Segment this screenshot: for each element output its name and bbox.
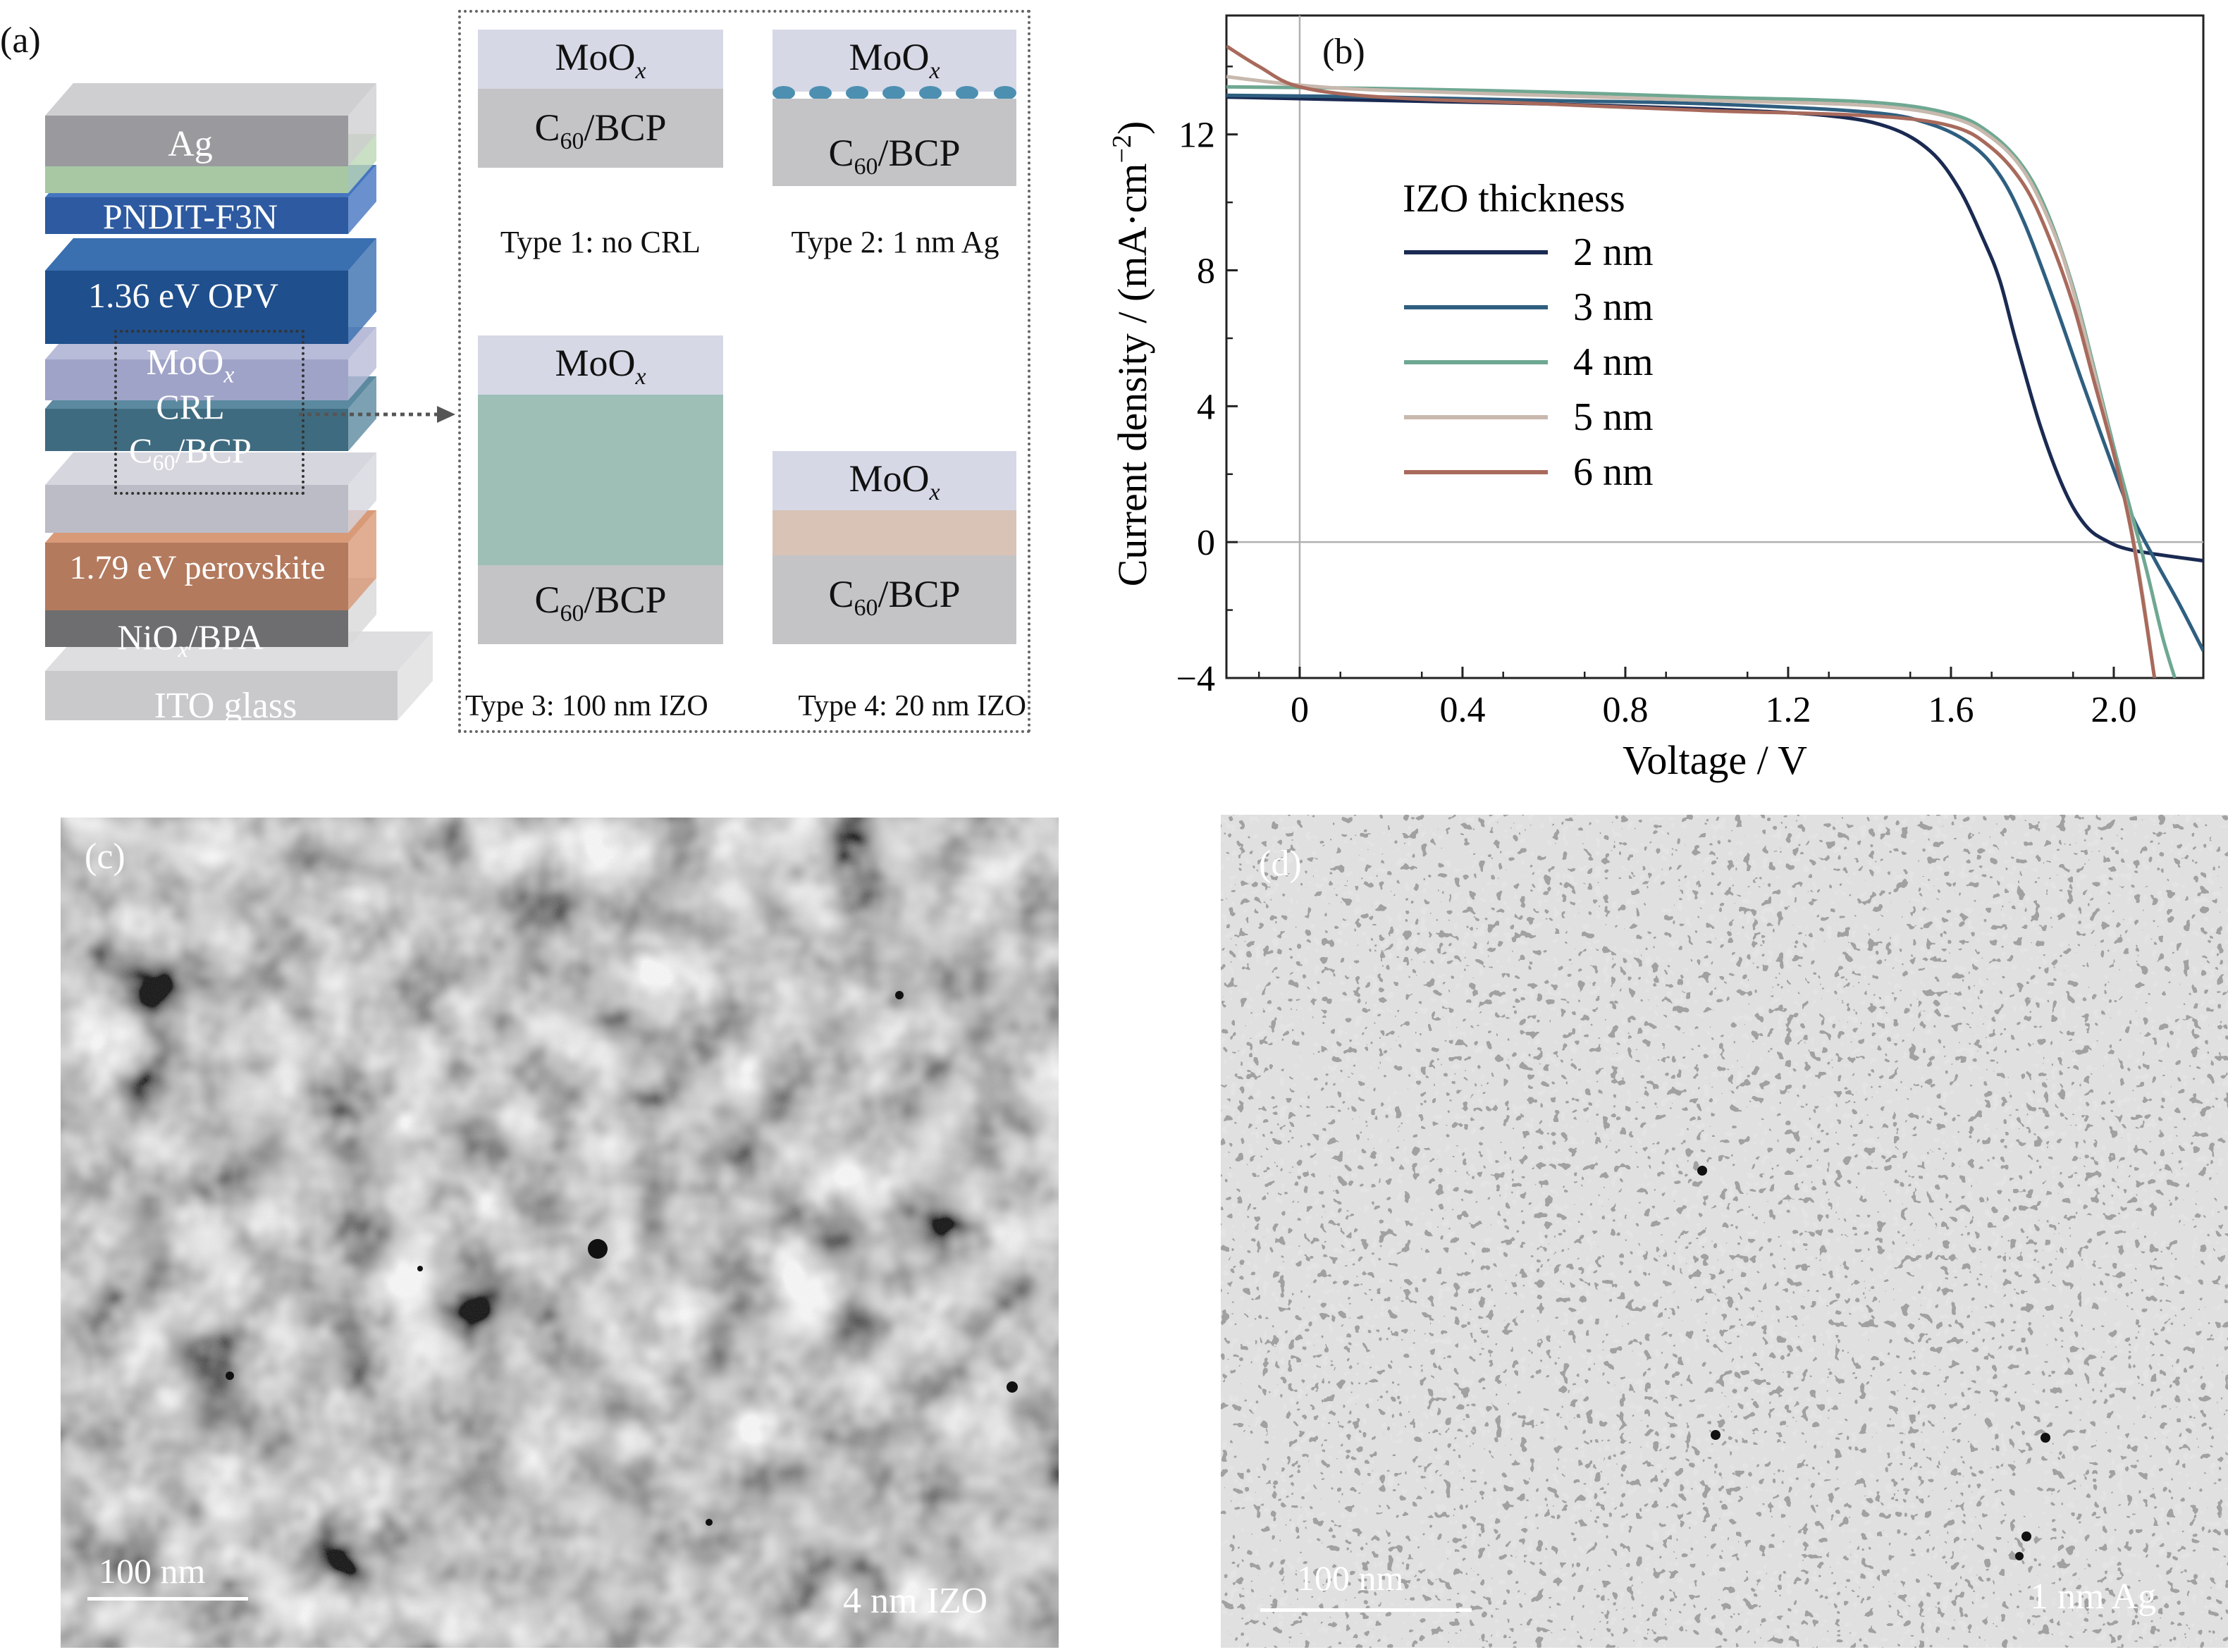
type3-izo-layer — [478, 395, 723, 565]
type3-caption: Type 3: 100 nm IZO — [465, 690, 708, 722]
layer-label-c60bcp: C60/BCP — [129, 431, 252, 475]
series-line-5nm — [1226, 75, 2157, 678]
layer-label-ito: ITO glass — [154, 686, 297, 726]
type4-moox-layer — [773, 451, 1016, 510]
layer-label-opv: 1.36 eV OPV — [88, 276, 278, 315]
type1-c60bcp-label: C60/BCP — [534, 106, 667, 154]
sem-image-ag — [1221, 815, 2228, 1648]
panel-a-label: (a) — [0, 20, 41, 61]
panel-d-scalebar-text: 100 nm — [1297, 1558, 1404, 1598]
y-tick-label: −4 — [1176, 659, 1215, 699]
type2-c60bcp-label: C60/BCP — [828, 132, 961, 180]
panel-c-scalebar — [87, 1597, 248, 1601]
layer-label-pndit: PNDIT-F3N — [102, 197, 278, 236]
layer-label-moox: MoOx — [146, 343, 235, 388]
legend-entry: 4 nm — [1573, 340, 1654, 384]
layer-label-nio: NiOx/BPA — [117, 617, 264, 662]
sem-image-izo — [61, 818, 1059, 1648]
type2-caption: Type 2: 1 nm Ag — [791, 225, 999, 259]
jv-chart: 0 0.4 0.8 1.2 1.6 2.0 −4 0 4 8 12 Voltage / V Curren… — [1107, 14, 2205, 783]
legend-entry: 6 nm — [1573, 450, 1654, 494]
y-axis-label: Current density / (mA·cm−2) — [1107, 121, 1155, 587]
type1-moox-layer — [478, 30, 723, 89]
x-tick-label: 1.6 — [1928, 690, 1974, 730]
legend-entry: 5 nm — [1573, 395, 1654, 439]
type2-ag-nanoparticles — [773, 86, 1016, 100]
panel-d-caption: 1 nm Ag — [2030, 1577, 2157, 1617]
panel-d-label: (d) — [1259, 844, 1302, 884]
x-tick-label: 1.2 — [1765, 690, 1811, 730]
y-tick-label: 4 — [1197, 387, 1215, 427]
x-axis-label: Voltage / V — [1623, 737, 1807, 783]
type3-moox-label: MoOx — [555, 342, 646, 390]
type4-c60bcp-layer — [773, 555, 1016, 644]
layer-ag — [45, 83, 376, 166]
panel-d-scalebar — [1260, 1608, 1472, 1612]
layer-label-ag: Ag — [168, 124, 213, 164]
series-line-4nm — [1226, 85, 2177, 678]
panel-b-label: (b) — [1322, 32, 1365, 72]
legend-entry: 2 nm — [1573, 230, 1654, 274]
panel-c-scalebar-text: 100 nm — [99, 1551, 206, 1591]
type4-c60bcp-label: C60/BCP — [828, 573, 961, 621]
type2-c60bcp-layer — [773, 99, 1016, 186]
type1-moox-label: MoOx — [555, 36, 646, 84]
type3-c60bcp-label: C60/BCP — [534, 579, 667, 627]
type3-moox-layer — [478, 335, 723, 395]
x-tick-label: 0.8 — [1602, 690, 1648, 730]
type4-moox-label: MoOx — [849, 457, 940, 505]
type1-caption: Type 1: no CRL — [500, 225, 701, 259]
x-tick-label: 2.0 — [2091, 690, 2136, 730]
type3-c60bcp-layer — [478, 565, 723, 644]
type2-moox-layer — [773, 30, 1016, 92]
y-tick-label: 0 — [1197, 523, 1215, 563]
series-line-2nm — [1226, 95, 2203, 563]
panel-c-label: (c) — [85, 837, 125, 877]
plot-frame — [1225, 14, 2205, 679]
type4-izo-layer — [773, 510, 1016, 555]
crl-types-box — [458, 10, 1030, 733]
series-line-3nm — [1226, 93, 2203, 652]
zoom-arrow — [299, 406, 455, 423]
layer-label-perovskite: 1.79 eV perovskite — [69, 549, 326, 586]
legend-entry: 3 nm — [1573, 285, 1654, 329]
type1-c60bcp-layer — [478, 89, 723, 168]
layer-label-crl: CRL — [156, 387, 225, 426]
crl-selection-box — [114, 330, 304, 495]
y-tick-label: 8 — [1197, 252, 1215, 292]
x-tick-label: 0.4 — [1439, 690, 1485, 730]
x-tick-label: 0 — [1291, 690, 1309, 730]
panel-c-caption: 4 nm IZO — [843, 1581, 988, 1621]
legend-title: IZO thickness — [1403, 177, 1625, 221]
y-tick-label: 12 — [1178, 116, 1215, 156]
series-line-6nm — [1226, 44, 2157, 678]
type4-caption: Type 4: 20 nm IZO — [798, 690, 1026, 722]
type2-moox-label: MoOx — [849, 36, 940, 84]
